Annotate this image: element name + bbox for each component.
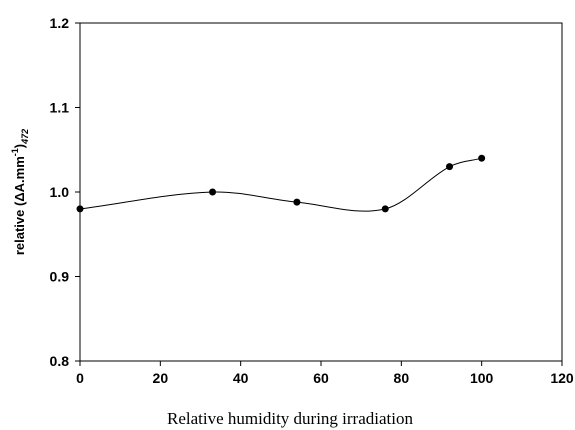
data-point — [478, 154, 486, 162]
y-axis-title-group: relative (ΔA.mm-1)472 — [10, 129, 30, 255]
x-tick-label: 60 — [313, 370, 329, 386]
y-axis-title-sub: 472 — [20, 129, 30, 145]
x-tick-label: 80 — [394, 370, 410, 386]
y-axis-title-close: ) — [12, 144, 27, 148]
series-line — [79, 157, 482, 212]
x-tick-label: 40 — [233, 370, 249, 386]
y-tick-label: 1.0 — [50, 184, 70, 200]
series-markers — [76, 154, 486, 213]
x-axis-title: Relative humidity during irradiation — [167, 409, 413, 428]
x-tick-label: 20 — [153, 370, 169, 386]
plot-frame — [79, 22, 563, 362]
y-axis-title-main: relative (ΔA.mm — [12, 156, 27, 255]
y-tick-label: 1.1 — [50, 100, 70, 116]
x-tick-label: 120 — [550, 370, 574, 386]
y-tick-label: 0.8 — [50, 353, 70, 369]
data-point — [293, 198, 301, 206]
data-point — [446, 163, 454, 171]
y-axis-title: relative (ΔA.mm-1)472 — [10, 129, 30, 255]
y-axis: 0.8 0.9 1.0 1.1 1.2 — [50, 15, 80, 369]
x-axis: 0 20 40 60 80 100 120 — [76, 361, 574, 386]
x-tick-label: 100 — [470, 370, 494, 386]
data-point — [76, 205, 84, 213]
data-point — [209, 188, 217, 196]
y-tick-label: 1.2 — [50, 15, 70, 31]
y-tick-label: 0.9 — [50, 269, 70, 285]
x-tick-label: 0 — [76, 370, 84, 386]
data-point — [381, 205, 389, 213]
y-axis-title-sup: -1 — [10, 148, 20, 156]
